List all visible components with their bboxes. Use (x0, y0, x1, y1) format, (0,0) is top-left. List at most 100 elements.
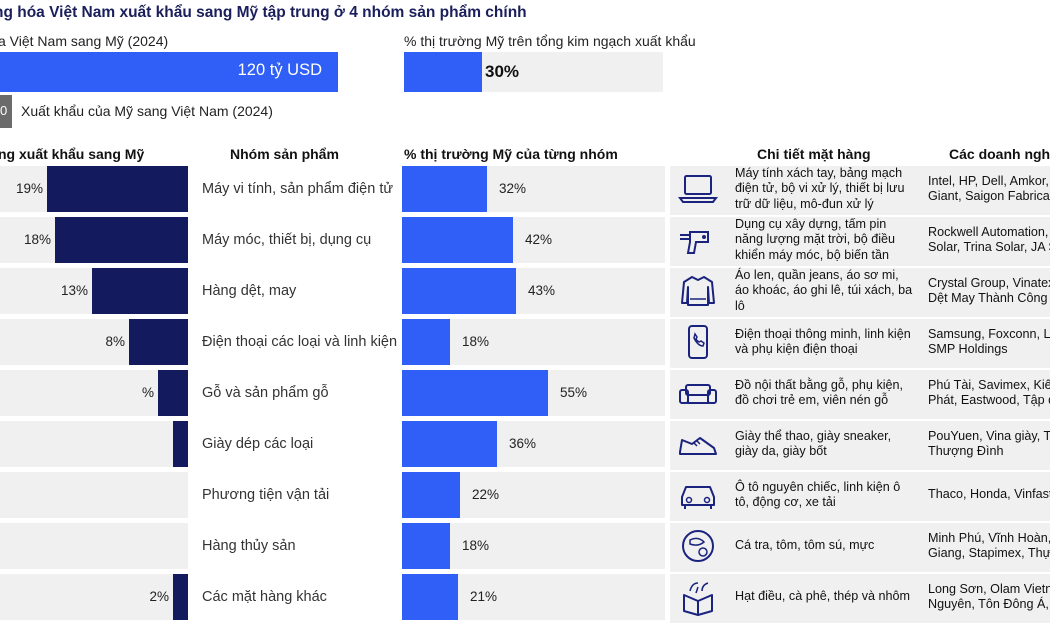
detail-companies: Intel, HP, Dell, Amkor, S Giant, Saigon F… (928, 166, 1050, 212)
detail-items-text: Áo len, quần jeans, áo sơ mi, áo khoác, … (735, 267, 913, 313)
detail-companies: Long Sơn, Olam Vietn Nguyên, Tôn Đông Á, … (928, 574, 1050, 620)
detail-items: Máy tính xách tay, bảng mạch điện tử, bộ… (735, 166, 913, 212)
header-product-group: Nhóm sản phẩm (230, 146, 339, 162)
detail-items: Dụng cụ xây dựng, tấm pin năng lượng mặt… (735, 217, 913, 263)
company-line: Dệt May Thành Công (928, 291, 1048, 305)
detail-row (670, 574, 1050, 623)
detail-row (670, 268, 1050, 317)
export-label: a Việt Nam sang Mỹ (2024) (0, 33, 169, 49)
left-bar (92, 268, 188, 314)
detail-items-text: Điện thoại thông minh, linh kiện và phụ … (735, 326, 911, 357)
category-label: Hàng thủy sản (202, 538, 296, 554)
left-row-bg (0, 574, 188, 620)
company-line: Phú Tài, Savimex, Kiến (928, 377, 1050, 392)
left-bar-label: % (141, 385, 154, 400)
share-value: 30% (485, 62, 520, 81)
left-bar-label: 2% (149, 589, 169, 604)
import-box-text: 0 (0, 103, 8, 118)
header-item-details: Chi tiết mặt hàng (757, 146, 871, 162)
right-bar-label: 42% (525, 232, 553, 247)
right-bar (402, 166, 487, 212)
sweater-icon (676, 271, 720, 311)
detail-row (670, 421, 1050, 470)
chart-title: ng hóa Việt Nam xuất khẩu sang Mỹ tập tr… (0, 4, 527, 21)
category-label: Các mặt hàng khác (202, 589, 327, 605)
detail-items: Ô tô nguyên chiếc, linh kiện ô tô, động … (735, 472, 913, 518)
category-label: Máy vi tính, sản phẩm điện tử (202, 181, 394, 197)
detail-items: Cá tra, tôm, tôm sú, mực (735, 523, 913, 569)
right-bar (402, 574, 458, 620)
detail-items-text: Dụng cụ xây dựng, tấm pin năng lượng mặt… (735, 216, 896, 262)
left-bar-label: 19% (15, 181, 43, 196)
left-row-bg (0, 370, 188, 416)
right-bar-label: 55% (560, 385, 588, 400)
detail-companies: Samsung, Foxconn, Lu SMP Holdings (928, 319, 1050, 365)
share-label: % thị trường Mỹ trên tổng kim ngạch xuất… (404, 33, 696, 49)
detail-items: Hạt điều, cà phê, thép và nhôm (735, 574, 913, 620)
category-label: Điện thoại các loại và linh kiện (202, 334, 398, 350)
left-bar (158, 370, 188, 416)
drill-icon (676, 220, 720, 260)
company-line: Intel, HP, Dell, Amkor, S (928, 173, 1050, 188)
detail-row (670, 217, 1050, 266)
detail-companies: Minh Phú, Vĩnh Hoàn, Giang, Stapimex, Thự… (928, 523, 1050, 569)
detail-row (670, 166, 1050, 215)
company-line: Phát, Eastwood, Tập đ (928, 393, 1050, 407)
category-label: Phương tiện vận tải (202, 487, 330, 503)
right-bar-label: 32% (499, 181, 527, 196)
right-bar-label: 21% (470, 589, 498, 604)
company-line: PouYuen, Vina giày, Tâ (928, 428, 1050, 443)
detail-row (670, 319, 1050, 368)
import-label: Xuất khẩu của Mỹ sang Việt Nam (2024) (21, 103, 273, 119)
right-bar (402, 370, 548, 416)
category-label: Hàng dệt, may (202, 283, 297, 299)
company-line: SMP Holdings (928, 342, 1008, 356)
company-line: Minh Phú, Vĩnh Hoàn, (928, 530, 1050, 545)
left-row-bg (0, 472, 188, 518)
right-bar (402, 217, 513, 263)
left-bar-label: 13% (60, 283, 88, 298)
right-bar (402, 472, 460, 518)
company-line: Crystal Group, Vinatex (928, 275, 1050, 290)
sofa-icon (676, 373, 720, 413)
detail-items-text: Cá tra, tôm, tôm sú, mực (735, 538, 875, 553)
car-icon (676, 475, 720, 515)
detail-companies: Thaco, Honda, Vinfast (928, 472, 1050, 518)
smartphone-icon (676, 322, 720, 362)
detail-row (670, 370, 1050, 419)
detail-companies: Phú Tài, Savimex, Kiến Phát, Eastwood, Tậ… (928, 370, 1050, 416)
left-bar-label: 8% (105, 334, 125, 349)
left-row-bg (0, 421, 188, 467)
sneaker-icon (676, 424, 720, 464)
right-bar-label: 36% (509, 436, 537, 451)
header-share-of-exports: ng xuất khẩu sang Mỹ (0, 146, 145, 162)
seafood-icon (676, 526, 720, 566)
company-line: Nguyên, Tôn Đông Á, I (928, 597, 1050, 611)
right-bar-label: 22% (472, 487, 500, 502)
detail-items: Đồ nội thất bằng gỗ, phụ kiện, đồ chơi t… (735, 370, 913, 416)
company-line: Long Sơn, Olam Vietn (928, 581, 1050, 596)
right-bar (402, 421, 497, 467)
left-bar (173, 574, 188, 620)
left-bar (129, 319, 188, 365)
company-line: Giang, Stapimex, Thực (928, 546, 1050, 560)
detail-row (670, 523, 1050, 572)
detail-items-text: Ô tô nguyên chiếc, linh kiện ô tô, động … (735, 479, 901, 510)
detail-companies: Rockwell Automation, Solar, Trina Solar, … (928, 217, 1050, 263)
header-us-market-share: % thị trường Mỹ của từng nhóm (404, 146, 618, 162)
detail-companies: PouYuen, Vina giày, Tâ Thượng Đình (928, 421, 1050, 467)
detail-items: Giày thể thao, giày sneaker, giày da, gi… (735, 421, 913, 467)
category-label: Giày dép các loại (202, 436, 314, 452)
left-bar (173, 421, 188, 467)
right-bar (402, 268, 516, 314)
company-line: Giant, Saigon Fabricat (928, 189, 1050, 203)
detail-items-text: Máy tính xách tay, bảng mạch điện tử, bộ… (735, 165, 905, 211)
right-bar-label: 18% (462, 538, 490, 553)
header-companies: Các doanh nghi (949, 146, 1050, 162)
export-value-bar: 120 tỷ USD (0, 52, 338, 92)
right-bar-label: 18% (462, 334, 490, 349)
category-label: Gỗ và sản phẩm gỗ (202, 385, 329, 401)
detail-row (670, 472, 1050, 521)
company-line: Thượng Đình (928, 444, 1004, 458)
box-icon (676, 577, 720, 617)
